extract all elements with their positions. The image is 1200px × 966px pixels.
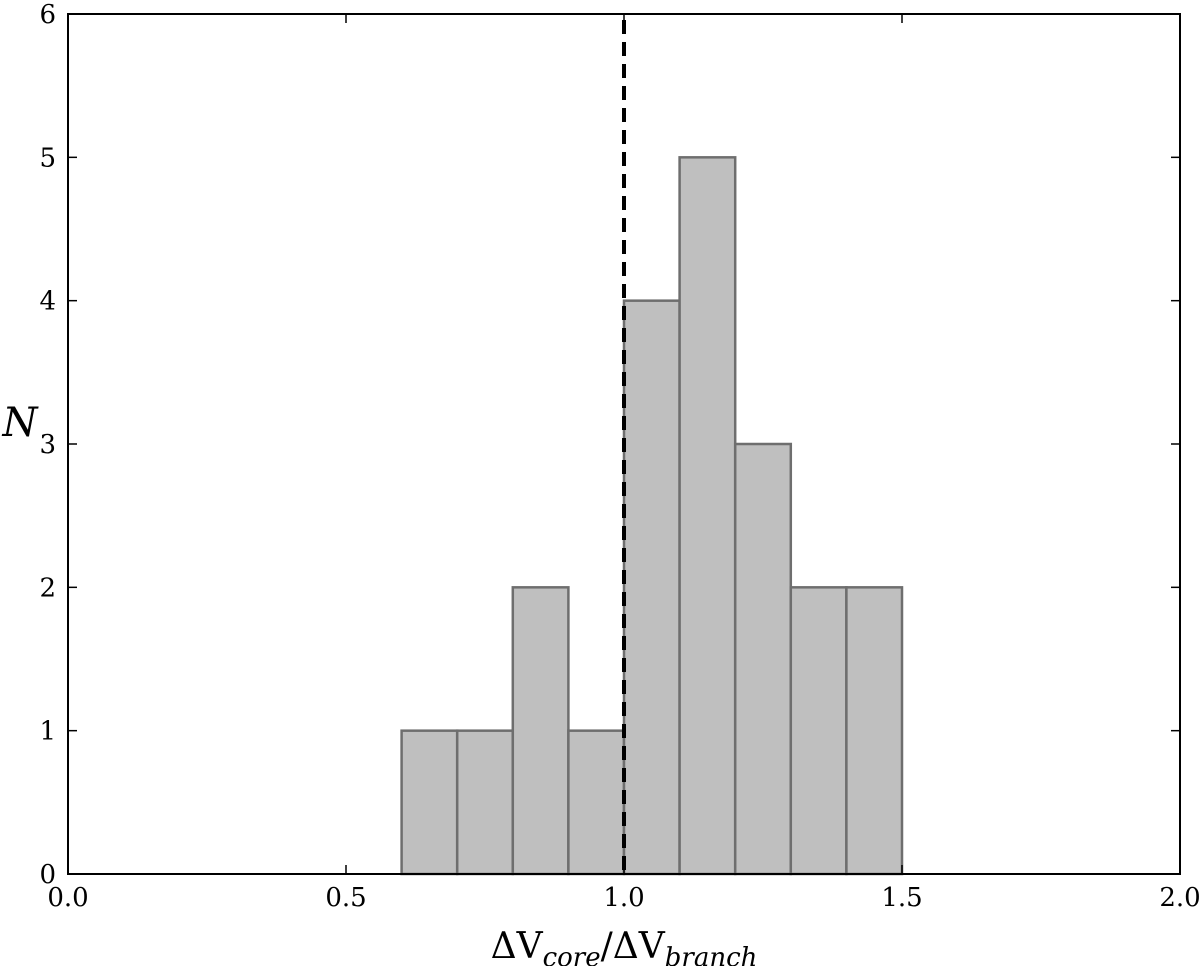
x-tick-label: 1.0 <box>603 883 644 913</box>
y-tick-label: 5 <box>39 143 56 173</box>
y-tick-label: 3 <box>39 430 56 460</box>
y-tick-label: 2 <box>39 573 56 603</box>
bars-group <box>400 156 904 876</box>
histogram-bar <box>789 586 848 876</box>
x-tick-label: 0.0 <box>47 883 88 913</box>
y-tick-label: 1 <box>39 717 56 747</box>
histogram-bar <box>400 729 459 876</box>
y-tick-labels: 0 1 2 3 4 5 6 <box>39 0 56 890</box>
y-tick-label: 0 <box>39 860 56 890</box>
x-tick-label: 2.0 <box>1159 883 1200 913</box>
histogram-bar <box>455 729 515 876</box>
histogram-bar <box>733 442 793 876</box>
histogram-bar <box>845 586 904 876</box>
histogram-bar <box>678 156 737 876</box>
histogram-bar <box>511 586 570 876</box>
y-tick-label: 4 <box>39 287 56 317</box>
ticks-group <box>67 13 1181 875</box>
histogram-bar <box>567 729 626 876</box>
x-tick-labels: 0.0 0.5 1.0 1.5 2.0 <box>47 883 1200 913</box>
x-tick-label: 0.5 <box>325 883 366 913</box>
y-axis-label: N <box>2 400 40 446</box>
x-axis-label: ΔVcore/ΔVbranch <box>491 926 758 966</box>
histogram-bar <box>622 299 681 876</box>
x-tick-label: 1.5 <box>881 883 922 913</box>
y-tick-label: 6 <box>39 0 56 30</box>
